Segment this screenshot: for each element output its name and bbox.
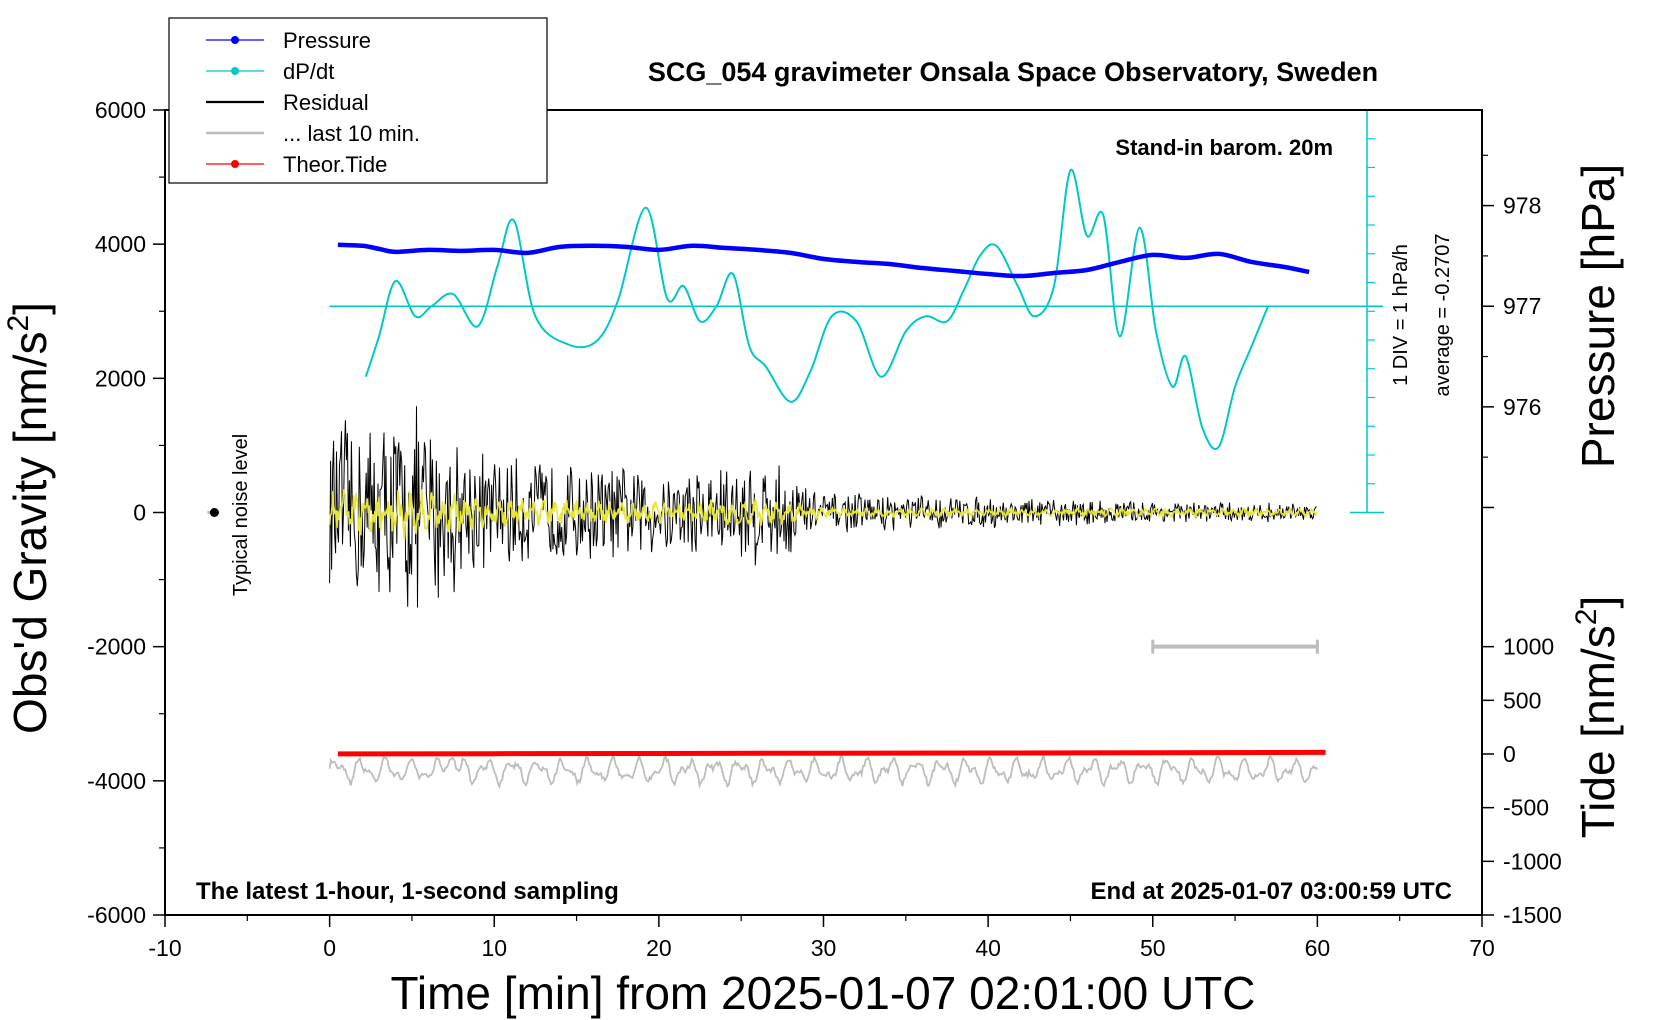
legend-label-4: Theor.Tide (283, 152, 387, 177)
y-axis-label-tide-sup: 2 (1570, 609, 1603, 626)
y-axis-label-gravity-end: ] (4, 302, 56, 315)
y-tick-label-gravity: 4000 (95, 231, 146, 257)
legend-box (168, 17, 548, 184)
axis-ticks: -10 0 10 20 30 40 50 60 70 6000 4000 2000 0 -2000 -400… (87, 97, 1562, 961)
y-axis-label-gravity: Obs'd Gravity [nm/s2] (2, 302, 56, 734)
plot-frame (164, 109, 1483, 916)
y-axis-label-tide-end: ] (1572, 596, 1624, 609)
x-tick-label: 0 (323, 935, 336, 961)
y-tick-label-tide: -500 (1503, 795, 1549, 821)
x-tick-label: 60 (1305, 935, 1331, 961)
pressure-line (337, 242, 1310, 279)
x-tick-label: 70 (1469, 935, 1495, 961)
y-axis-label-gravity-sup: 2 (2, 315, 35, 332)
x-tick-label: 10 (481, 935, 507, 961)
legend: Pressure dP/dt Residual ... last 10 min. The… (168, 17, 548, 184)
y-tick-label-gravity: 6000 (95, 97, 146, 123)
sampling-note: The latest 1-hour, 1-second sampling (196, 878, 619, 905)
legend-marker-1 (231, 67, 239, 75)
y-tick-label-gravity: 0 (133, 500, 146, 526)
dpdt-average-note: average = -0.2707 (1432, 234, 1454, 397)
y-tick-label-tide: -1000 (1503, 848, 1562, 874)
y-tick-label-pressure: 978 (1503, 193, 1541, 219)
y-tick-label-tide: 0 (1503, 741, 1516, 767)
legend-label-0: Pressure (283, 28, 371, 53)
y-tick-label-gravity: 2000 (95, 365, 146, 391)
x-tick-label: -10 (148, 935, 181, 961)
legend-marker-0 (231, 36, 239, 44)
end-time-note: End at 2025-01-07 03:00:59 UTC (1091, 878, 1453, 905)
x-tick-label: 40 (975, 935, 1001, 961)
y-tick-label-gravity: -6000 (87, 902, 146, 928)
filtered-residual-line (328, 489, 1318, 540)
tide-line (337, 749, 1326, 757)
y-tick-label-pressure: 977 (1503, 293, 1541, 319)
legend-label-3: ... last 10 min. (283, 121, 420, 146)
y-tick-label-tide: -1500 (1503, 902, 1562, 928)
x-tick-label: 30 (811, 935, 837, 961)
y-tick-label-pressure: 976 (1503, 394, 1541, 420)
x-axis-label: Time [min] from 2025-01-07 02:01:00 UTC (391, 967, 1256, 1019)
y-tick-label-gravity: -4000 (87, 768, 146, 794)
legend-label-2: Residual (283, 90, 369, 115)
y-axis-label-tide: Tide [nm/s2] (1570, 596, 1624, 839)
x-tick-label: 20 (646, 935, 672, 961)
y-axis-label-pressure: Pressure [hPa] (1572, 164, 1624, 468)
data-series (207, 168, 1383, 790)
y-tick-label-tide: 1000 (1503, 634, 1554, 660)
legend-label-1: dP/dt (283, 59, 334, 84)
y-axis-label-tide-main: Tide [nm/s (1572, 625, 1624, 838)
residual-line (329, 406, 1317, 608)
legend-marker-4 (231, 160, 239, 168)
y-tick-label-gravity: -2000 (87, 634, 146, 660)
y-axis-label-gravity-main: Obs'd Gravity [nm/s (4, 332, 56, 734)
dpdt-line (364, 168, 1269, 450)
y-tick-label-tide: 500 (1503, 687, 1541, 713)
last-10-min-line (328, 752, 1319, 790)
barometer-note: Stand-in barom. 20m (1115, 135, 1333, 160)
noise-level-dot (209, 508, 219, 517)
noise-level-note: Typical noise level (230, 434, 252, 596)
x-tick-label: 50 (1140, 935, 1166, 961)
chart-title: SCG_054 gravimeter Onsala Space Observat… (648, 57, 1378, 87)
dpdt-scale-note: 1 DIV = 1 hPa/h (1390, 244, 1412, 386)
